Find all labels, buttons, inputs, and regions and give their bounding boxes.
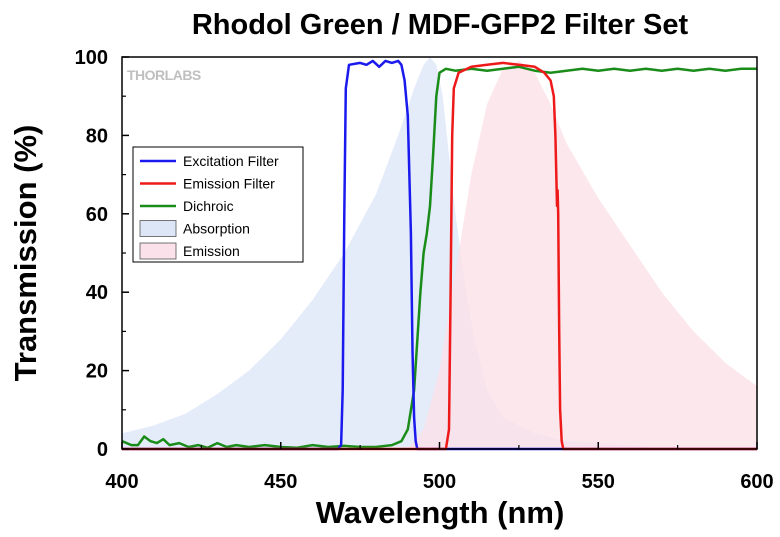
legend-swatch-emission (139, 242, 177, 260)
absorption-area (122, 57, 757, 449)
y-tick-label-40: 40 (86, 282, 108, 304)
x-axis-title: Wavelength (nm) (316, 495, 565, 530)
area-layer (122, 57, 757, 450)
excitation-filter-line (122, 59, 757, 451)
legend-label-emission: Emission (183, 243, 240, 259)
thorlabs-watermark: THORLABS (127, 67, 201, 83)
legend-box (132, 146, 304, 263)
legend-label-emission-filter: Emission Filter (183, 176, 275, 192)
dichroic-line (121, 65, 757, 450)
y-axis-title: Transmission (%) (8, 125, 43, 382)
y-tick-label-20: 20 (86, 361, 108, 383)
x-tick-label-400: 400 (105, 471, 138, 493)
line-layer (121, 59, 757, 451)
y-tick-label-100: 100 (75, 47, 108, 69)
y-tick-label-60: 60 (86, 204, 108, 226)
chart-title: Rhodol Green / MDF-GFP2 Filter Set (192, 9, 689, 41)
y-tick-label-80: 80 (86, 125, 108, 147)
legend-label-excitation-filter: Excitation Filter (183, 153, 279, 169)
legend-label-absorption: Absorption (183, 221, 250, 237)
x-tick-label-500: 500 (423, 471, 456, 493)
legend-swatch-absorption (139, 220, 177, 237)
x-tick-label-550: 550 (582, 471, 615, 493)
tick-layer: 400 450 500 550 600 0 20 40 60 80 100 (75, 47, 774, 493)
x-tick-label-600: 600 (740, 471, 773, 493)
x-tick-label-450: 450 (264, 471, 297, 493)
y-tick-label-0: 0 (97, 439, 108, 461)
emission-filter-line (122, 61, 757, 451)
legend: Excitation Filter Emission Filter Dichroic… (132, 146, 304, 263)
emission-area (407, 60, 757, 450)
legend-label-dichroic: Dichroic (183, 198, 234, 214)
